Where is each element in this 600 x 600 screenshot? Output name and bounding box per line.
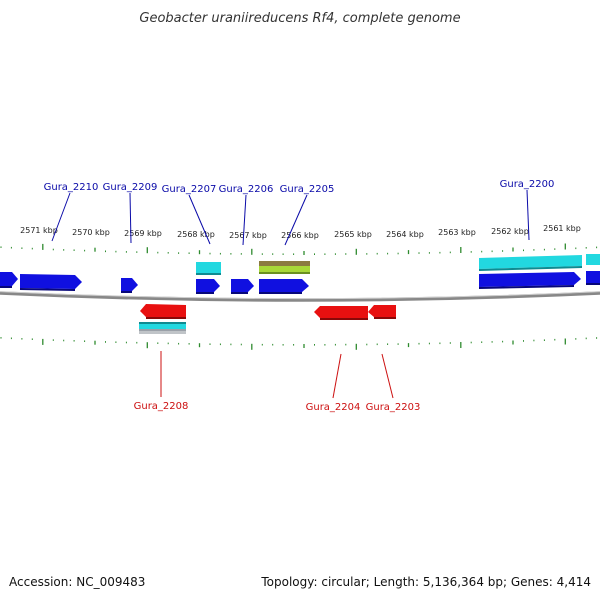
forward-gene-labels: Gura_2210 Gura_2209 Gura_2207 Gura_2206 …	[44, 179, 555, 195]
forward-strand-genes	[0, 271, 600, 294]
cds-feature-block[interactable]	[139, 322, 186, 334]
gene-arrow-reverse[interactable]	[140, 304, 186, 319]
gene-label-gura-2203[interactable]: Gura_2203	[366, 402, 421, 413]
genome-backbone	[0, 291, 600, 302]
gene-arrow-forward[interactable]	[121, 278, 138, 293]
reverse-strand-features	[139, 322, 186, 334]
scale-label: 2570 kbp	[72, 228, 110, 237]
leader-line	[332, 353, 342, 399]
map-title: Geobacter uraniireducens Rf4, complete g…	[139, 11, 460, 26]
inner-tick-ring	[0, 337, 598, 350]
rna-feature-block[interactable]	[259, 261, 310, 274]
gene-label-gura-2207[interactable]: Gura_2207	[162, 184, 217, 195]
gene-arrow-forward[interactable]	[586, 271, 600, 285]
leader-line	[284, 194, 308, 246]
scale-label: 2569 kbp	[124, 229, 162, 238]
forward-strand-features	[196, 254, 600, 275]
forward-label-leaders	[51, 189, 530, 246]
gene-arrow-forward[interactable]	[20, 274, 82, 291]
leader-line	[51, 192, 71, 242]
gene-label-gura-2200[interactable]: Gura_2200	[500, 179, 555, 190]
accession-text: Accession: NC_009483	[9, 575, 146, 589]
scale-label: 2563 kbp	[438, 228, 476, 237]
gene-label-gura-2206[interactable]: Gura_2206	[219, 184, 274, 195]
reverse-gene-labels: Gura_2208 Gura_2204 Gura_2203	[134, 401, 421, 413]
scale-label: 2567 kbp	[229, 231, 267, 240]
gene-arrow-reverse[interactable]	[368, 305, 396, 319]
cds-feature-block[interactable]	[196, 262, 221, 275]
scale-label: 2562 kbp	[491, 227, 529, 236]
gene-arrow-forward[interactable]	[259, 279, 309, 294]
scale-label: 2571 kbp	[20, 226, 58, 235]
scale-label: 2565 kbp	[334, 230, 372, 239]
gene-label-gura-2204[interactable]: Gura_2204	[306, 402, 361, 413]
leader-line	[381, 353, 394, 399]
gene-arrow-forward[interactable]	[196, 279, 220, 294]
leader-line	[526, 189, 530, 241]
gene-label-gura-2205[interactable]: Gura_2205	[280, 184, 335, 195]
reverse-strand-genes	[140, 304, 396, 320]
gene-arrow-forward[interactable]	[0, 272, 18, 288]
scale-labels: 2571 kbp 2570 kbp 2569 kbp 2568 kbp 2567…	[20, 224, 581, 240]
leader-line	[129, 192, 132, 244]
scale-label: 2561 kbp	[543, 224, 581, 233]
scale-label: 2568 kbp	[177, 230, 215, 239]
cds-feature-block[interactable]	[479, 254, 600, 271]
scale-label: 2566 kbp	[281, 231, 319, 240]
outer-tick-ring	[0, 243, 598, 255]
reverse-label-leaders	[160, 351, 394, 399]
leader-line	[188, 194, 211, 245]
genome-summary-text: Topology: circular; Length: 5,136,364 bp…	[261, 575, 591, 589]
gene-arrow-forward[interactable]	[231, 279, 254, 294]
gene-arrow-reverse[interactable]	[314, 306, 368, 320]
gene-arrow-forward[interactable]	[479, 272, 581, 289]
gene-label-gura-2209[interactable]: Gura_2209	[103, 182, 158, 193]
gene-label-gura-2208[interactable]: Gura_2208	[134, 401, 189, 412]
leader-line	[242, 194, 247, 246]
scale-label: 2564 kbp	[386, 230, 424, 239]
gene-label-gura-2210[interactable]: Gura_2210	[44, 182, 99, 193]
